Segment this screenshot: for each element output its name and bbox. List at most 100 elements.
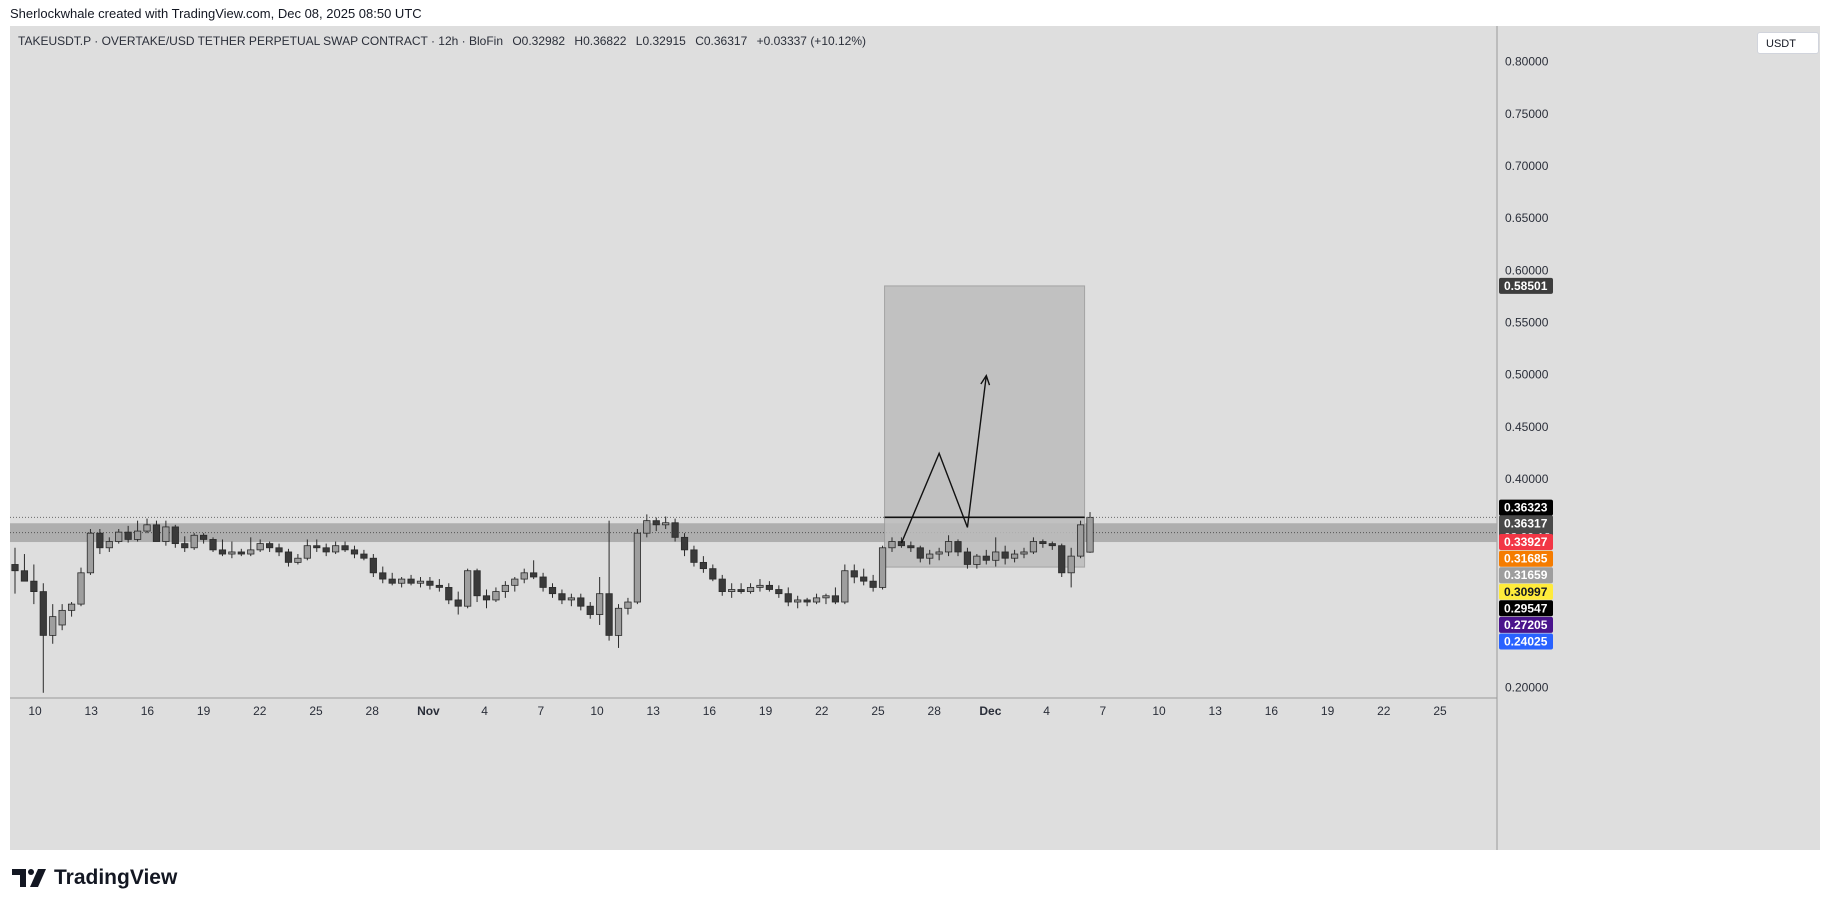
candle-body[interactable] bbox=[237, 551, 245, 555]
candle-body[interactable] bbox=[115, 531, 123, 542]
candle-body[interactable] bbox=[841, 570, 849, 603]
candle-body[interactable] bbox=[20, 570, 29, 582]
currency-unit-button[interactable]: USDT bbox=[1757, 32, 1819, 54]
candle-body[interactable] bbox=[1029, 541, 1038, 553]
chart-area[interactable]: 0.80000 0.75000 0.70000 0.65000 0.60000 0.550… bbox=[10, 26, 1820, 850]
candle-body[interactable] bbox=[162, 526, 170, 542]
candle-body[interactable] bbox=[548, 587, 557, 595]
candle-body[interactable] bbox=[633, 532, 641, 603]
candle-body[interactable] bbox=[803, 599, 811, 603]
candle-body[interactable] bbox=[662, 522, 670, 526]
candle-body[interactable] bbox=[765, 584, 774, 590]
candle-body[interactable] bbox=[1039, 541, 1047, 545]
candle-body[interactable] bbox=[709, 568, 717, 580]
projection-path[interactable] bbox=[900, 375, 987, 544]
candle-body[interactable] bbox=[831, 595, 840, 603]
support-zone[interactable] bbox=[10, 523, 1497, 543]
candle-body[interactable] bbox=[266, 543, 274, 549]
candle-body[interactable] bbox=[124, 531, 132, 540]
candle-body[interactable] bbox=[511, 578, 519, 586]
candle-body[interactable] bbox=[539, 576, 547, 588]
candle-body[interactable] bbox=[614, 607, 623, 636]
candle-body[interactable] bbox=[652, 520, 660, 526]
candle-body[interactable] bbox=[379, 572, 387, 580]
candle-body[interactable] bbox=[218, 549, 227, 555]
candle-body[interactable] bbox=[67, 603, 76, 611]
candle-body[interactable] bbox=[209, 539, 217, 551]
candle-body[interactable] bbox=[728, 589, 736, 592]
candlestick-chart[interactable]: 0.80000 0.75000 0.70000 0.65000 0.60000 0.550… bbox=[10, 26, 1820, 850]
candle-body[interactable] bbox=[303, 545, 311, 559]
candle-body[interactable] bbox=[860, 576, 868, 582]
candle-body[interactable] bbox=[360, 553, 368, 559]
candle-body[interactable] bbox=[680, 536, 689, 551]
candle-body[interactable] bbox=[350, 549, 359, 555]
candle-body[interactable] bbox=[407, 578, 415, 584]
candle-body[interactable] bbox=[944, 541, 953, 553]
candle-body[interactable] bbox=[1076, 524, 1085, 557]
candle-body[interactable] bbox=[973, 555, 981, 565]
candle-body[interactable] bbox=[464, 570, 472, 607]
candle-body[interactable] bbox=[313, 545, 321, 549]
candle-body[interactable] bbox=[954, 541, 962, 553]
candle-body[interactable] bbox=[284, 551, 293, 563]
candle-body[interactable] bbox=[247, 549, 255, 555]
candle-body[interactable] bbox=[1048, 543, 1056, 547]
candle-body[interactable] bbox=[926, 553, 934, 559]
candle-body[interactable] bbox=[520, 572, 528, 580]
candle-body[interactable] bbox=[388, 578, 396, 584]
target-box[interactable] bbox=[884, 285, 1086, 568]
candle-body[interactable] bbox=[143, 524, 151, 532]
candle-body[interactable] bbox=[77, 572, 85, 605]
candle-body[interactable] bbox=[435, 584, 443, 588]
candle-body[interactable] bbox=[812, 597, 821, 603]
candle-body[interactable] bbox=[671, 522, 679, 538]
candle-body[interactable] bbox=[228, 551, 236, 555]
candle-body[interactable] bbox=[822, 595, 830, 599]
candle-body[interactable] bbox=[869, 580, 877, 588]
candle-body[interactable] bbox=[888, 541, 896, 549]
candle-body[interactable] bbox=[1086, 516, 1094, 553]
plot-background[interactable] bbox=[10, 26, 1497, 698]
candle-body[interactable] bbox=[133, 530, 142, 540]
candle-body[interactable] bbox=[794, 599, 802, 603]
candle-body[interactable] bbox=[398, 578, 406, 584]
candle-body[interactable] bbox=[935, 551, 943, 555]
candle-body[interactable] bbox=[105, 541, 113, 549]
candle-body[interactable] bbox=[756, 584, 764, 588]
candle-body[interactable] bbox=[605, 593, 613, 636]
candle-body[interactable] bbox=[322, 547, 330, 553]
candle-body[interactable] bbox=[907, 545, 915, 549]
candle-body[interactable] bbox=[454, 599, 462, 607]
candle-body[interactable] bbox=[558, 593, 566, 601]
candle-body[interactable] bbox=[49, 616, 57, 636]
candle-body[interactable] bbox=[850, 570, 858, 578]
candle-body[interactable] bbox=[256, 543, 264, 551]
candle-body[interactable] bbox=[567, 597, 575, 601]
candle-body[interactable] bbox=[199, 534, 208, 540]
candle-body[interactable] bbox=[473, 570, 481, 597]
candle-body[interactable] bbox=[96, 532, 104, 549]
candle-body[interactable] bbox=[426, 580, 434, 586]
candle-body[interactable] bbox=[718, 578, 726, 592]
candle-body[interactable] bbox=[58, 609, 66, 626]
candle-body[interactable] bbox=[878, 547, 887, 588]
candle-body[interactable] bbox=[482, 595, 491, 601]
candle-body[interactable] bbox=[530, 572, 538, 578]
symbol-name[interactable]: TAKEUSDT.P · OVERTAKE/USD TETHER PERPETU… bbox=[18, 34, 503, 48]
candle-body[interactable] bbox=[190, 534, 198, 549]
candle-body[interactable] bbox=[445, 587, 453, 601]
candle-body[interactable] bbox=[332, 545, 340, 553]
candle-body[interactable] bbox=[577, 597, 585, 607]
candle-body[interactable] bbox=[1067, 555, 1075, 574]
candle-body[interactable] bbox=[992, 551, 1000, 561]
candle-body[interactable] bbox=[341, 545, 349, 551]
candle-body[interactable] bbox=[181, 543, 189, 549]
candle-body[interactable] bbox=[152, 524, 161, 542]
candle-body[interactable] bbox=[699, 561, 707, 570]
candle-body[interactable] bbox=[1001, 551, 1009, 559]
candle-body[interactable] bbox=[1020, 551, 1028, 555]
candle-body[interactable] bbox=[775, 589, 783, 595]
candle-body[interactable] bbox=[643, 520, 651, 534]
candle-body[interactable] bbox=[492, 591, 500, 601]
